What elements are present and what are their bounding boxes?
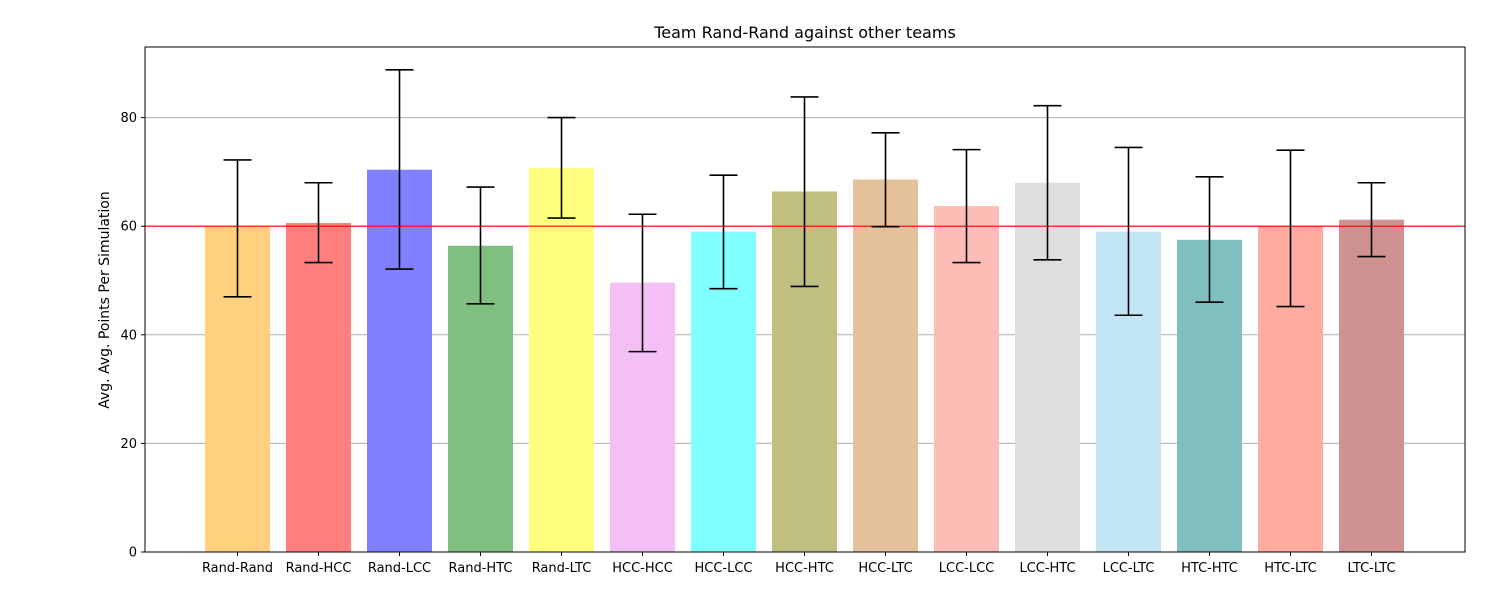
y-tick-label: 0 [129,546,137,561]
x-tick-label: Rand-LCC [368,561,431,576]
y-tick-label: 60 [120,220,137,235]
x-tick-label: LCC-LTC [1103,561,1155,576]
y-tick-label: 80 [120,111,137,126]
x-tick-label: Rand-Rand [202,561,273,576]
x-tick-label: LTC-LTC [1347,561,1395,576]
chart-title: Team Rand-Rand against other teams [653,23,956,42]
x-tick-label: Rand-HTC [449,561,513,576]
bar-rand-hcc [286,222,351,552]
x-tick-label: LCC-HTC [1019,561,1075,576]
y-tick-label: 20 [120,437,137,452]
x-tick-label: Rand-HCC [286,561,352,576]
bar-ltc-ltc [1339,219,1404,552]
x-tick-label: HCC-LTC [858,561,912,576]
error-bars [223,69,1386,353]
axes: 0 20 40 60 80 Rand-Rand Rand-HCC Rand-LCC Rand-H… [120,46,1466,576]
bar-lcc-lcc [934,206,999,552]
x-tick-label: LCC-LCC [939,561,995,576]
bar-hcc-ltc [853,179,918,552]
x-tick-label: HCC-HTC [775,561,834,576]
x-tick-label: HTC-HTC [1181,561,1238,576]
y-tick-label: 40 [120,328,137,343]
x-tick-label: HCC-HCC [612,561,673,576]
x-tick-label: HCC-LCC [694,561,752,576]
y-axis-label: Avg. Avg. Points Per Simulation [97,191,113,409]
plot-frame [144,46,1466,553]
x-tick-label: Rand-LTC [532,561,592,576]
x-tick-label: HTC-LTC [1264,561,1316,576]
bar-rand-ltc [529,168,594,552]
